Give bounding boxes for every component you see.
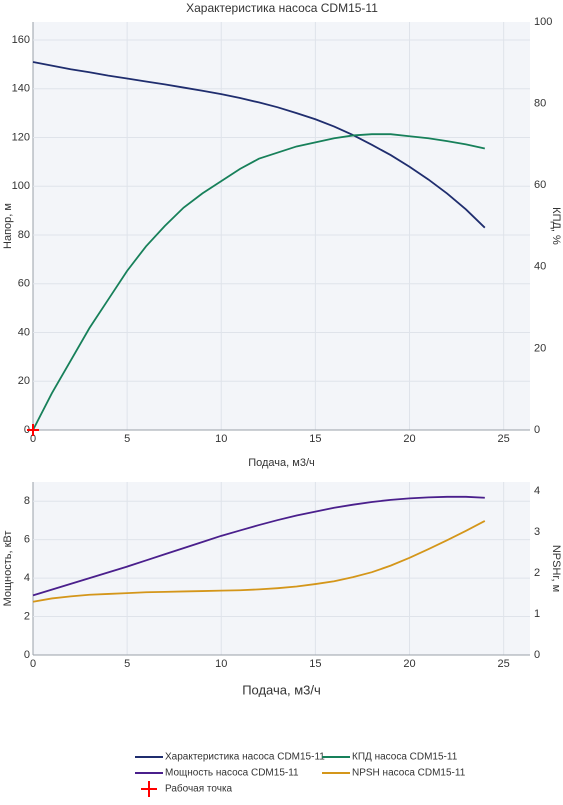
y-tick-label: 100 — [12, 180, 30, 192]
y2-tick-label: 60 — [534, 179, 546, 191]
y2-tick-label: 0 — [534, 649, 540, 661]
y-tick-label: 8 — [24, 495, 30, 507]
y2-tick-label: 40 — [534, 261, 546, 273]
working-point — [27, 424, 39, 436]
y-tick-label: 120 — [12, 131, 30, 143]
series-line — [32, 133, 486, 431]
x-tick-label: 5 — [124, 658, 130, 670]
series-line — [32, 61, 486, 229]
x-tick-label: 0 — [30, 433, 36, 445]
legend-marker — [141, 781, 157, 797]
y2-tick-label: 3 — [534, 526, 540, 538]
x-tick-label: 10 — [215, 433, 227, 445]
legend-label: КПД насоса CDM15-11 — [352, 752, 458, 763]
y-tick-label: 60 — [18, 278, 30, 290]
y-tick-label: 140 — [12, 83, 30, 95]
legend-label: NPSH насоса CDM15-11 — [352, 768, 466, 779]
chart-title: Характеристика насоса CDM15-11 — [186, 1, 378, 15]
y-tick-label: 40 — [18, 326, 30, 338]
y2-tick-label: 2 — [534, 567, 540, 579]
x-axis-label: Подача, м3/ч — [248, 457, 315, 469]
x-tick-label: 0 — [30, 658, 36, 670]
series-line — [32, 495, 485, 597]
y-tick-label: 0 — [24, 424, 30, 436]
y-tick-label: 4 — [24, 572, 30, 584]
y-axis-label: Мощность, кВт — [2, 531, 14, 607]
x-tick-label: 15 — [309, 658, 321, 670]
y2-tick-label: 0 — [534, 424, 540, 436]
legend-label: Характеристика насоса CDM15-11 — [165, 752, 325, 763]
legend-label: Рабочая точка — [165, 783, 233, 795]
y-tick-label: 160 — [12, 34, 30, 46]
x-axis-label: Подача, м3/ч — [242, 682, 321, 697]
y-tick-label: 80 — [18, 229, 30, 241]
y2-axis-label: КПД, % — [550, 207, 562, 245]
plot-area — [33, 482, 530, 655]
x-tick-label: 10 — [215, 658, 227, 670]
y2-tick-label: 20 — [534, 342, 546, 354]
x-tick-label: 15 — [309, 433, 321, 445]
y-tick-label: 0 — [24, 649, 30, 661]
plot-area — [33, 22, 530, 430]
y-tick-label: 20 — [18, 375, 30, 387]
x-tick-label: 20 — [403, 658, 415, 670]
y2-tick-label: 80 — [534, 98, 546, 110]
y2-tick-label: 1 — [534, 608, 540, 620]
x-tick-label: 25 — [498, 433, 510, 445]
y-tick-label: 2 — [24, 610, 30, 622]
y2-tick-label: 4 — [534, 485, 540, 497]
legend-label: Мощность насоса CDM15-11 — [165, 768, 299, 779]
x-tick-label: 20 — [403, 433, 415, 445]
y2-axis-label: NPSHr, м — [550, 545, 562, 592]
y2-tick-label: 100 — [534, 16, 552, 28]
y-axis-label: Напор, м — [2, 203, 14, 249]
x-tick-label: 25 — [498, 658, 510, 670]
series-line — [32, 520, 486, 603]
y-tick-label: 6 — [24, 534, 30, 546]
x-tick-label: 5 — [124, 433, 130, 445]
